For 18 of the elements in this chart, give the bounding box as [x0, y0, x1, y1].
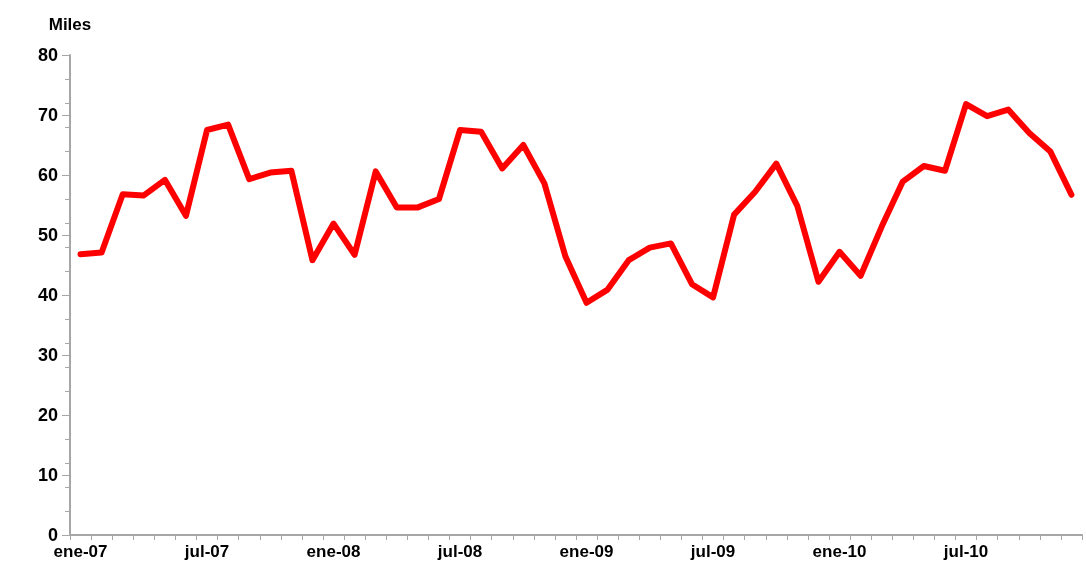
y-tick-label: 40: [37, 285, 58, 305]
x-tick-label: jul-07: [183, 542, 230, 561]
x-tick-label: jul-10: [942, 542, 989, 561]
y-axis-title: Miles: [48, 15, 92, 34]
y-tick-label: 10: [37, 465, 58, 485]
y-tick-label: 50: [37, 225, 58, 245]
x-tick-label: ene-07: [53, 542, 108, 561]
y-tick-label: 80: [37, 45, 58, 65]
y-tick-label: 70: [37, 105, 58, 125]
y-tick-label: 60: [37, 165, 58, 185]
y-tick-label: 30: [37, 345, 58, 365]
y-tick-label: 20: [37, 405, 58, 425]
x-tick-label: ene-08: [306, 542, 361, 561]
x-tick-label: ene-10: [812, 542, 867, 561]
y-tick-label: 0: [47, 525, 58, 545]
x-tick-label: jul-08: [436, 542, 483, 561]
x-tick-label: ene-09: [559, 542, 614, 561]
x-tick-label: jul-09: [689, 542, 736, 561]
